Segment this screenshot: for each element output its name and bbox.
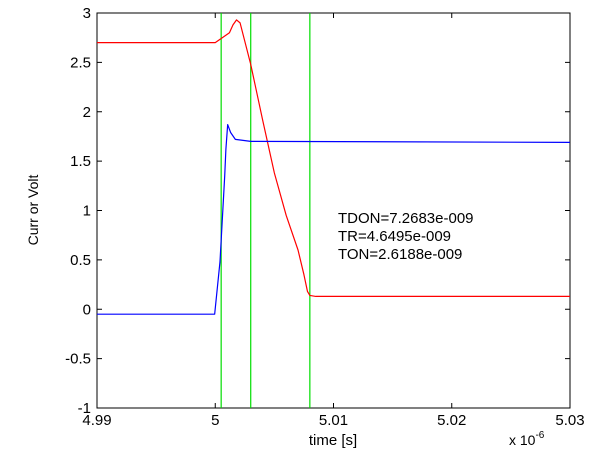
annotation-tdon: TDON=7.2683e-009 — [338, 210, 474, 227]
y-tick-label: 0 — [83, 301, 91, 318]
x-tick-label: 5.03 — [555, 412, 584, 429]
y-tick-label: 1 — [83, 203, 91, 220]
annotation-ton: TON=2.6188e-009 — [338, 246, 462, 263]
annotation-tr: TR=4.6495e-009 — [338, 228, 451, 245]
y-tick-label: 0.5 — [70, 252, 91, 269]
data-series — [97, 19, 571, 315]
y-tick-label: 1.5 — [70, 153, 91, 170]
x-axis-exponent-power: -6 — [535, 430, 544, 441]
y-tick-label: 3 — [83, 5, 91, 22]
y-axis-label: Curr or Volt — [25, 174, 41, 245]
x-tick-label: 5.01 — [319, 412, 348, 429]
series-line-red — [97, 19, 570, 298]
plot-area — [96, 12, 571, 409]
x-axis-label: time [s] — [309, 432, 357, 449]
x-axis-ticks: 4.99 5 5.01 5.02 5.03 — [82, 13, 585, 429]
y-tick-label: -1 — [78, 400, 91, 417]
x-axis-exponent-base: x 10 — [509, 432, 536, 448]
x-tick-label: 4.99 — [82, 412, 111, 429]
vertical-marker-lines — [220, 13, 311, 408]
y-tick-label: 2 — [83, 104, 91, 121]
x-tick-label: 5 — [211, 412, 219, 429]
series-line-blue — [97, 123, 571, 315]
y-tick-label: -0.5 — [65, 351, 91, 368]
y-tick-label: 2.5 — [70, 54, 91, 71]
y-axis-ticks: -1 -0.5 0 0.5 1 1.5 2 2.5 3 — [65, 5, 570, 417]
x-axis-exponent: x 10-6 — [509, 430, 545, 448]
x-tick-label: 5.02 — [437, 412, 466, 429]
